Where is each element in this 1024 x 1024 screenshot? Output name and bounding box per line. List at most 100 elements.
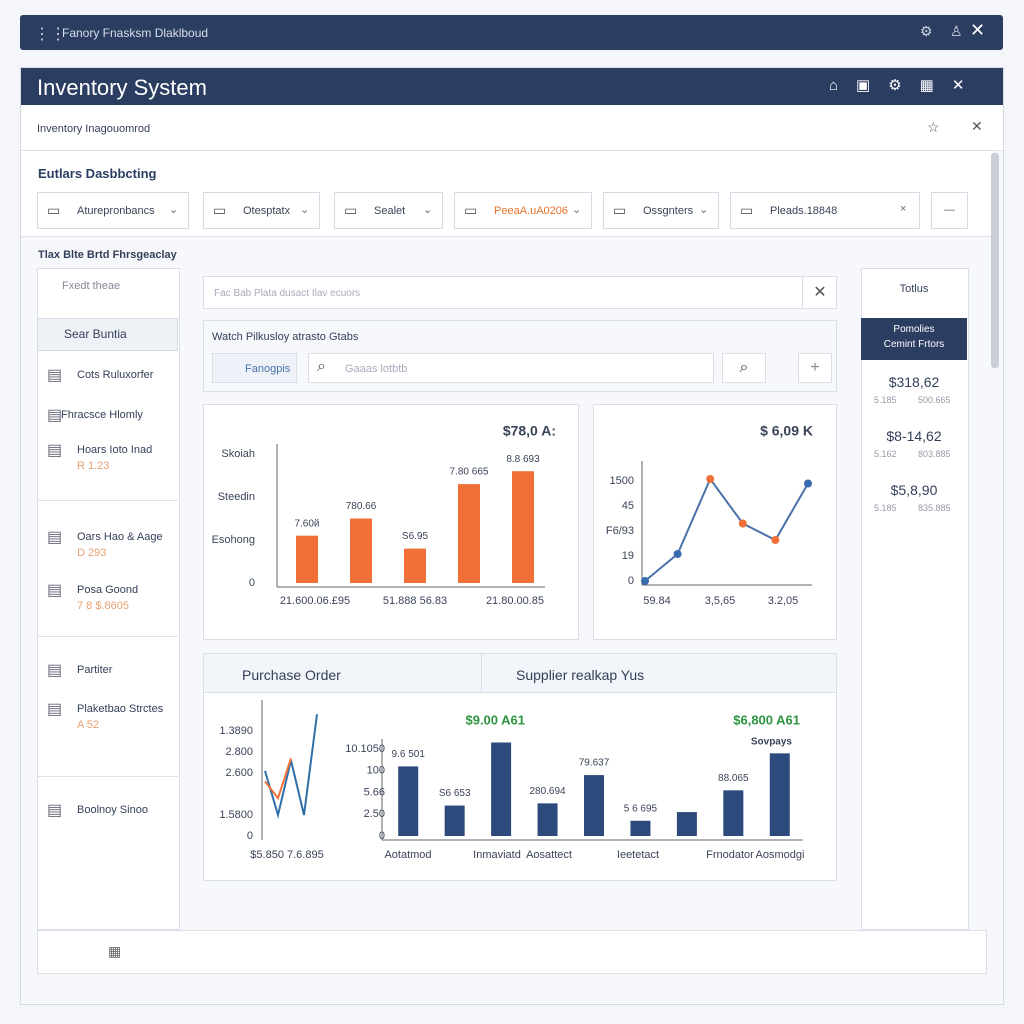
- filter-label: Otesptatx: [243, 205, 291, 217]
- sidebar-sub: R 1.23: [77, 460, 110, 472]
- filter-caret[interactable]: ⌄: [699, 204, 709, 216]
- menu-icon[interactable]: ⋮⋮: [34, 26, 66, 43]
- sidebar-divider: [37, 776, 178, 777]
- add-button[interactable]: +: [798, 353, 832, 383]
- sidebar-sub: D 293: [77, 547, 107, 559]
- filter-more[interactable]: —: [931, 192, 968, 229]
- filter-icon: ▭: [613, 202, 627, 218]
- star-icon[interactable]: ☆: [927, 119, 940, 135]
- filter-label: Sealet: [374, 205, 406, 217]
- search-button[interactable]: ⌕: [722, 353, 766, 383]
- top-title: Fanory Fnasksm Dlaklboud: [62, 26, 209, 40]
- chart-card: [203, 404, 579, 640]
- sidebar-icon: ▤: [47, 582, 63, 599]
- tab[interactable]: Purchase Order: [242, 667, 341, 683]
- sidebar-icon: ▤: [47, 802, 63, 819]
- filter-label: PeeaA.uA0206: [494, 205, 569, 217]
- search-input[interactable]: Fac Bab Plata dusact Ilav ecuors ✕: [203, 276, 837, 309]
- settings-icon[interactable]: ⚙: [920, 23, 933, 39]
- sidebar-item[interactable]: Boolnoy Sinoo: [77, 804, 148, 816]
- filter-caret[interactable]: ⌄: [423, 204, 433, 216]
- top-bar: ⋮⋮ Fanory Fnasksm Dlaklboud ⚙ ♙ ✕: [20, 15, 1003, 50]
- close-button[interactable]: ✕: [970, 20, 986, 40]
- sidebar-header[interactable]: Sear Buntia: [37, 318, 178, 351]
- sidebar-sub: A 52: [77, 719, 100, 731]
- sidebar-divider: [37, 636, 178, 637]
- tab-bar: Purchase Order Supplier realkap Yus: [204, 654, 836, 693]
- chart-card: Purchase Order Supplier realkap Yus: [203, 653, 837, 881]
- filter-dropdown[interactable]: [730, 192, 920, 229]
- right-sub: 5.162: [874, 449, 897, 459]
- right-selected[interactable]: [861, 318, 967, 360]
- right-value: $318,62: [888, 374, 940, 390]
- breadcrumb: Inventory Inagouomrod: [37, 123, 151, 135]
- filter-panel: Watch Pilkusloy atrasto Gtabs Fanogpis ⌕…: [203, 320, 837, 392]
- filter-dropdown[interactable]: [334, 192, 443, 229]
- sidebar-icon: ▤: [47, 367, 63, 384]
- right-sub: 803.885: [918, 449, 951, 459]
- sidebar-icon: ▤: [47, 529, 63, 546]
- subtitle: Tlax Blte Brtd Fhrsgeaclay: [38, 249, 177, 261]
- chart-card: [593, 404, 837, 640]
- panel-search[interactable]: ⌕ Gaaas lotbtb: [308, 353, 714, 383]
- footer: ▦: [37, 930, 987, 974]
- sidebar-item[interactable]: Fhracsce Hlomly: [61, 409, 143, 421]
- right-value: $8-14,62: [886, 428, 942, 444]
- footer-icon[interactable]: ▦: [108, 943, 122, 959]
- sidebar-item[interactable]: Plaketbao Strctes: [77, 703, 164, 715]
- sidebar-divider: [37, 500, 178, 501]
- sidebar-icon: ▤: [47, 407, 63, 424]
- user-icon[interactable]: ♙: [950, 23, 963, 39]
- filter-caret[interactable]: ⌄: [169, 204, 179, 216]
- sidebar-sub: 7 8 $.8605: [77, 600, 129, 612]
- filter-dropdown[interactable]: [203, 192, 320, 229]
- sidebar-item[interactable]: Cots Ruluxorfer: [77, 369, 154, 381]
- right-sub: 5.185: [874, 503, 897, 513]
- filter-caret[interactable]: ⌄: [300, 204, 310, 216]
- right-title: Totlus: [899, 283, 929, 295]
- panel-tab-label: Fanogpis: [245, 363, 291, 375]
- panel-title: Watch Pilkusloy atrasto Gtabs: [212, 331, 359, 343]
- filter-icon: ▭: [47, 202, 61, 218]
- filter-caret[interactable]: ⌄: [572, 204, 582, 216]
- sidebar: [37, 268, 180, 930]
- right-sub: 835.885: [918, 503, 951, 513]
- right-value: $5,8,90: [890, 482, 938, 498]
- sidebar-icon: ▤: [47, 662, 63, 679]
- sidebar-icon: ▤: [47, 442, 63, 459]
- sidebar-item[interactable]: Partiter: [77, 664, 113, 676]
- filter-icon: ▭: [740, 202, 754, 218]
- sidebar-icon: ▤: [47, 701, 63, 718]
- sidebar-item[interactable]: Posa Goond: [77, 584, 139, 596]
- filter-dropdown[interactable]: [37, 192, 189, 229]
- right-sub: 5.185: [874, 395, 897, 405]
- right-selected-text: Cemint Frtors: [883, 339, 945, 350]
- filter-label: Aturepronbancs: [77, 205, 155, 217]
- filter-dropdown[interactable]: [454, 192, 592, 229]
- panel-tab[interactable]: Fanogpis: [212, 353, 297, 383]
- panel-search-text: Gaaas lotbtb: [345, 363, 408, 375]
- filter-label: Pleads.18848: [770, 205, 838, 217]
- sidebar-filter: Fxedt theae: [62, 280, 121, 292]
- right-panel: [861, 268, 969, 930]
- breadcrumb-bar: Inventory Inagouomrod ☆ ✕: [21, 105, 1003, 151]
- filter-icon: ▭: [344, 202, 358, 218]
- tab[interactable]: Supplier realkap Yus: [516, 667, 645, 683]
- scrollbar[interactable]: [991, 153, 999, 368]
- filter-icon: ▭: [213, 202, 227, 218]
- window-header: Inventory System ⌂▣⚙▦✕: [21, 68, 1003, 105]
- tab-divider: [481, 654, 482, 693]
- filter-label: Ossgnters: [643, 205, 694, 217]
- header-icons[interactable]: ⌂▣⚙▦✕: [829, 77, 983, 94]
- close-icon[interactable]: ✕: [971, 118, 983, 134]
- section-title: Eutlars Dasbbcting: [38, 166, 157, 181]
- right-selected-text: Pomolies: [893, 324, 935, 335]
- search-placeholder: Fac Bab Plata dusact Ilav ecuors: [214, 288, 361, 299]
- sidebar-item[interactable]: Hoars Ioto Inad: [77, 444, 153, 456]
- search-clear[interactable]: ✕: [802, 277, 837, 308]
- window-title: Inventory System: [37, 75, 207, 100]
- filter-dropdown[interactable]: [603, 192, 719, 229]
- sidebar-item[interactable]: Oars Hao & Aage: [77, 531, 163, 543]
- filter-caret[interactable]: ×: [900, 203, 907, 215]
